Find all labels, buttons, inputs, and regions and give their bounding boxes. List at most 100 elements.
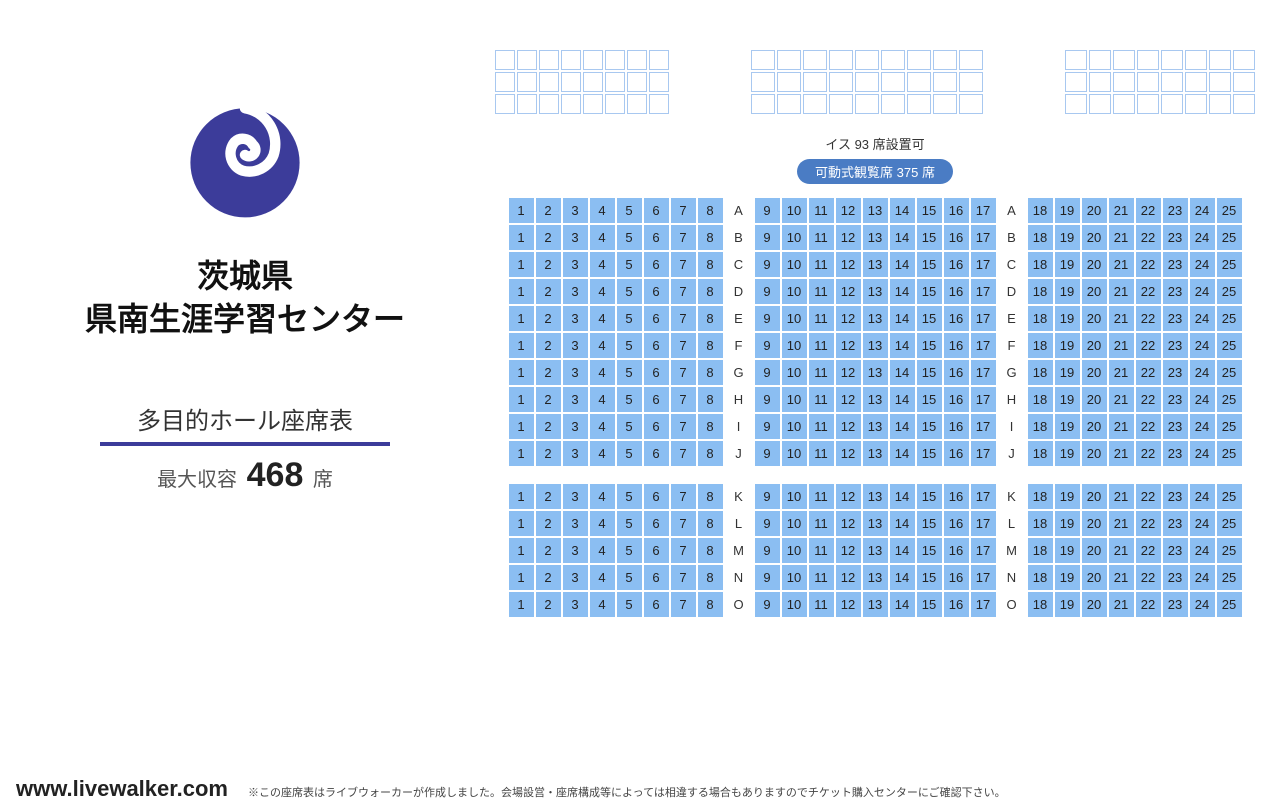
row-label: A — [729, 203, 749, 218]
empty-seat-box — [1089, 72, 1111, 92]
seat: 12 — [836, 592, 861, 617]
venue-name-line2: 県南生涯学習センター — [85, 301, 405, 337]
seat: 15 — [917, 414, 942, 439]
seat: 12 — [836, 333, 861, 358]
seat: 11 — [809, 333, 834, 358]
row-label: B — [729, 230, 749, 245]
seat: 15 — [917, 306, 942, 331]
seat: 22 — [1136, 511, 1161, 536]
seat: 12 — [836, 484, 861, 509]
seat: 1 — [509, 198, 534, 223]
seat: 19 — [1055, 387, 1080, 412]
seat: 22 — [1136, 360, 1161, 385]
seat: 7 — [671, 252, 696, 277]
row-label: L — [1002, 516, 1022, 531]
seat: 5 — [617, 592, 642, 617]
empty-seat-box — [1089, 50, 1111, 70]
row-label: O — [729, 597, 749, 612]
seat: 23 — [1163, 538, 1188, 563]
seat: 5 — [617, 225, 642, 250]
seat: 10 — [782, 441, 807, 466]
capacity-number: 468 — [247, 456, 304, 494]
empty-seat-box — [1113, 72, 1135, 92]
seat: 11 — [809, 592, 834, 617]
seat: 20 — [1082, 198, 1107, 223]
right-panel: イス 93 席設置可 可動式観覧席 375 席 12345678A9101112… — [490, 0, 1280, 812]
row-label: C — [1002, 257, 1022, 272]
top-box-area — [495, 50, 1255, 114]
seat: 13 — [863, 252, 888, 277]
seat: 10 — [782, 306, 807, 331]
seat: 21 — [1109, 565, 1134, 590]
seat: 10 — [782, 387, 807, 412]
seat: 13 — [863, 511, 888, 536]
seat: 9 — [755, 252, 780, 277]
empty-seat-box — [829, 50, 853, 70]
seat: 1 — [509, 306, 534, 331]
seat: 4 — [590, 279, 615, 304]
seat: 23 — [1163, 414, 1188, 439]
seat: 15 — [917, 565, 942, 590]
row-label: E — [1002, 311, 1022, 326]
seat: 3 — [563, 333, 588, 358]
empty-seat-box — [539, 94, 559, 114]
empty-seat-box — [1089, 94, 1111, 114]
footer: www.livewalker.com ※この座席表はライブウォーカーが作成しまし… — [16, 776, 1264, 802]
seat: 8 — [698, 511, 723, 536]
seat: 14 — [890, 441, 915, 466]
seat: 16 — [944, 441, 969, 466]
seat: 9 — [755, 306, 780, 331]
seat: 6 — [644, 592, 669, 617]
seat: 9 — [755, 225, 780, 250]
seat: 1 — [509, 484, 534, 509]
seat: 23 — [1163, 252, 1188, 277]
seat: 16 — [944, 484, 969, 509]
seat: 8 — [698, 538, 723, 563]
seat: 23 — [1163, 511, 1188, 536]
empty-seat-box — [751, 94, 775, 114]
seat: 9 — [755, 360, 780, 385]
seat: 23 — [1163, 333, 1188, 358]
seat: 17 — [971, 414, 996, 439]
seat: 19 — [1055, 225, 1080, 250]
seat: 23 — [1163, 387, 1188, 412]
seat: 5 — [617, 279, 642, 304]
seat: 6 — [644, 198, 669, 223]
seat: 1 — [509, 511, 534, 536]
seat: 20 — [1082, 225, 1107, 250]
empty-seat-box — [803, 72, 827, 92]
seat: 12 — [836, 306, 861, 331]
seat: 4 — [590, 565, 615, 590]
seat: 15 — [917, 198, 942, 223]
seat: 7 — [671, 333, 696, 358]
seat: 24 — [1190, 511, 1215, 536]
seat: 7 — [671, 484, 696, 509]
seat: 2 — [536, 360, 561, 385]
row-label: O — [1002, 597, 1022, 612]
venue-logo-icon — [180, 90, 310, 220]
seat: 20 — [1082, 565, 1107, 590]
empty-seat-box — [1065, 72, 1087, 92]
empty-seat-box — [1233, 94, 1255, 114]
empty-seat-box — [1209, 94, 1231, 114]
seat: 1 — [509, 592, 534, 617]
seat: 3 — [563, 387, 588, 412]
empty-seat-box — [1113, 50, 1135, 70]
seat: 3 — [563, 306, 588, 331]
empty-seat-box — [881, 50, 905, 70]
seat: 10 — [782, 333, 807, 358]
row-label: N — [729, 570, 749, 585]
empty-seat-box — [605, 50, 625, 70]
seat: 9 — [755, 387, 780, 412]
seat-row: 12345678I91011121314151617I1819202122232… — [509, 414, 1242, 439]
seat: 2 — [536, 565, 561, 590]
empty-seat-box — [495, 94, 515, 114]
row-label: C — [729, 257, 749, 272]
empty-seat-box — [933, 50, 957, 70]
seat: 11 — [809, 414, 834, 439]
main-container: 茨城県 県南生涯学習センター 多目的ホール座席表 最大収容 468 席 イス 9… — [0, 0, 1280, 812]
seat: 21 — [1109, 333, 1134, 358]
empty-seat-box — [1209, 72, 1231, 92]
row-label: K — [1002, 489, 1022, 504]
seat: 25 — [1217, 387, 1242, 412]
